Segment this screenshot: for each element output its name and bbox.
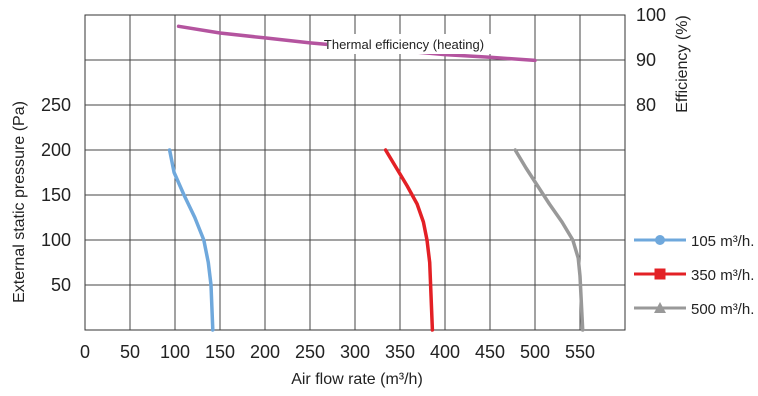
y2-tick-label: 90 (636, 50, 656, 70)
y-tick-label: 50 (51, 275, 71, 295)
grid (84, 14, 626, 331)
y-axis-title: External static pressure (Pa) (11, 101, 28, 303)
series-lines (167, 24, 585, 332)
y-tick-label: 150 (41, 185, 71, 205)
legend-marker-triangle (654, 302, 666, 313)
x-tick-label: 450 (475, 342, 505, 362)
x-tick-label: 0 (80, 342, 90, 362)
series-line (167, 148, 215, 332)
x-tick-label: 500 (520, 342, 550, 362)
y2-tick-label: 100 (636, 5, 666, 25)
y-tick-label: 100 (41, 230, 71, 250)
annotation-background (327, 34, 492, 54)
y-tick-label: 200 (41, 140, 71, 160)
series-line (513, 148, 585, 332)
x-tick-label: 400 (430, 342, 460, 362)
y-axis-ticks: 50 100 150 200 250 (41, 95, 71, 295)
x-tick-label: 550 (565, 342, 595, 362)
legend-label: 500 m³/h. (691, 301, 754, 318)
x-axis-title: Air flow rate (m³/h) (291, 371, 423, 388)
legend-marker-square (654, 268, 666, 280)
x-tick-label: 50 (120, 342, 140, 362)
series-line (383, 148, 435, 332)
legend: 105 m³/h. 350 m³/h. 500 m³/h. (634, 233, 754, 318)
y2-tick-label: 80 (636, 95, 656, 115)
thermal-efficiency-annotation: Thermal efficiency (heating) (324, 37, 484, 52)
x-tick-label: 350 (385, 342, 415, 362)
y2-axis-title: Efficiency (%) (674, 15, 691, 113)
legend-label: 350 m³/h. (691, 267, 754, 284)
x-tick-label: 200 (250, 342, 280, 362)
legend-label: 105 m³/h. (691, 233, 754, 250)
x-tick-label: 250 (295, 342, 325, 362)
x-tick-label: 300 (340, 342, 370, 362)
legend-marker-circle (655, 235, 665, 245)
y2-axis-ticks: 80 90 100 (636, 5, 666, 115)
x-tick-label: 150 (205, 342, 235, 362)
y-tick-label: 250 (41, 95, 71, 115)
x-axis-ticks: 0 50 100 150 200 250 300 350 400 450 500 550 (80, 342, 595, 362)
x-tick-label: 100 (160, 342, 190, 362)
